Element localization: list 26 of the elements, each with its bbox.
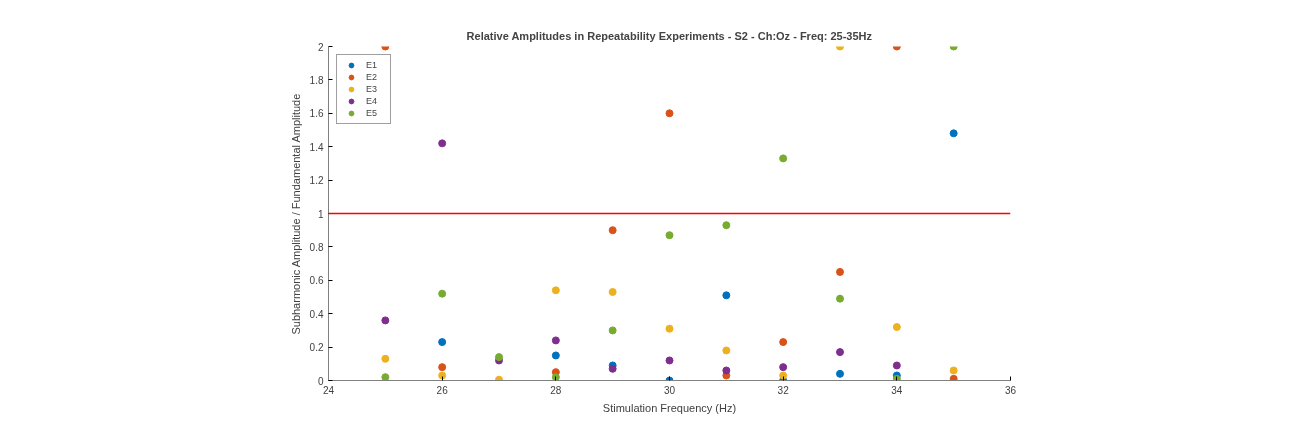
x-tick-label: 24 — [322, 384, 335, 396]
legend-label: E5 — [366, 107, 378, 119]
y-tick-label: 0.2 — [309, 342, 324, 354]
y-tick-label: 1.2 — [309, 175, 324, 187]
legend-label: E1 — [366, 59, 378, 71]
y-tick-label: 1.4 — [309, 141, 324, 153]
x-tick-label: 36 — [1004, 384, 1017, 396]
y-tick-label: 2 — [317, 41, 324, 53]
x-tick-label: 28 — [550, 384, 562, 396]
legend-label: E4 — [366, 95, 378, 107]
y-tick-label: 1.8 — [309, 74, 324, 86]
x-tick-label: 30 — [663, 384, 676, 396]
y-tick-label: 1 — [317, 208, 324, 220]
legend-label: E3 — [366, 83, 378, 95]
y-tick-label: 0.6 — [309, 275, 324, 287]
y-tick-label: 0.4 — [309, 308, 324, 320]
chart-title: Relative Amplitudes in Repeatability Experiments - S2 - Ch:Oz - Freq: 25-35Hz — [466, 29, 873, 42]
y-tick-label: 1.6 — [309, 108, 324, 120]
y-tick-label: 0.8 — [309, 241, 324, 253]
x-tick-label: 32 — [777, 384, 790, 396]
x-axis-title: Stimulation Frequency (Hz) — [602, 401, 737, 414]
legend-label: E2 — [366, 71, 378, 83]
y-axis-title: Subharmonic Amplitude / Fundamental Amplitude — [289, 93, 302, 335]
y-tick-label: 0 — [317, 375, 324, 387]
x-tick-label: 26 — [436, 384, 449, 396]
x-tick-label: 34 — [891, 384, 903, 396]
